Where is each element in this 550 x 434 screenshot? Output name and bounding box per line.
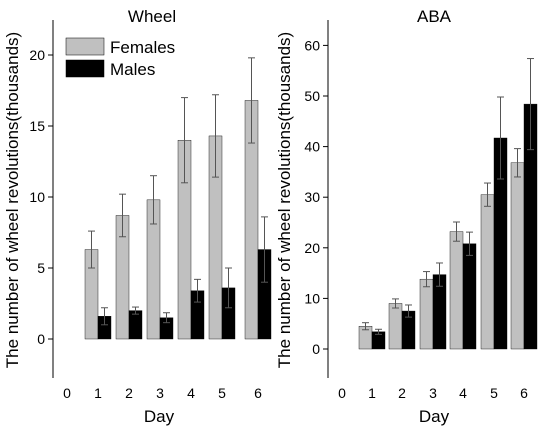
wheel-y-tick-label: 10: [29, 189, 45, 205]
aba-bar-females-day-4: [449, 231, 464, 350]
aba-bar-females-day-2: [388, 303, 403, 350]
aba-bars: [358, 58, 538, 350]
aba-y-tick-label: 60: [304, 37, 320, 53]
legend-swatch-males: [65, 59, 105, 78]
aba-y-tick-label: 20: [304, 240, 320, 256]
aba-y-tick-label: 40: [304, 139, 320, 155]
wheel-x-tick-label: 4: [187, 385, 195, 401]
wheel-y-tick-label: 0: [37, 331, 45, 347]
panel-aba: ABA 0 10 20 30 40 50 60 0 1 2 3 4 5 6 Day The number…: [275, 7, 538, 426]
wheel-x-tick-label: 6: [254, 385, 262, 401]
aba-x-tick-label: 6: [520, 385, 528, 401]
wheel-y-tick-label: 5: [37, 260, 45, 276]
wheel-x-tick-label: 2: [125, 385, 133, 401]
wheel-bar-males-day-2: [128, 310, 143, 340]
aba-x-ticks: 0 1 2 3 4 5 6: [338, 385, 528, 401]
wheel-bars: [84, 57, 272, 340]
wheel-chart-title: Wheel: [128, 7, 176, 26]
wheel-x-axis-label: Day: [144, 407, 175, 426]
wheel-x-tick-label: 0: [63, 385, 71, 401]
aba-y-tick-label: 30: [304, 189, 320, 205]
wheel-x-ticks: 0 1 2 3 4 5 6: [63, 385, 262, 401]
wheel-y-ticks: 0 5 10 15 20: [29, 47, 53, 347]
aba-x-axis-label: Day: [419, 407, 450, 426]
wheel-x-tick-label: 3: [156, 385, 164, 401]
aba-bar-females-day-5: [480, 194, 495, 350]
wheel-legend: Females Males: [65, 37, 175, 79]
aba-bar-females-day-3: [419, 278, 434, 350]
aba-y-tick-label: 0: [312, 341, 320, 357]
wheel-x-tick-label: 1: [94, 385, 102, 401]
aba-x-tick-label: 1: [368, 385, 376, 401]
aba-x-tick-label: 3: [429, 385, 437, 401]
aba-x-tick-label: 4: [459, 385, 467, 401]
aba-y-tick-label: 10: [304, 290, 320, 306]
aba-y-axis-label: The number of wheel revolutions(thousand…: [275, 32, 294, 368]
aba-x-tick-label: 5: [490, 385, 498, 401]
legend-label-females: Females: [110, 38, 175, 57]
legend-label-males: Males: [110, 60, 155, 79]
aba-bar-males-day-4: [462, 243, 477, 350]
aba-bar-females-day-6: [510, 162, 525, 350]
wheel-y-tick-label: 15: [29, 118, 45, 134]
aba-y-ticks: 0 10 20 30 40 50 60: [304, 37, 328, 357]
aba-chart-title: ABA: [417, 7, 452, 26]
aba-x-tick-label: 2: [398, 385, 406, 401]
aba-y-tick-label: 50: [304, 88, 320, 104]
wheel-y-axis-label: The number of wheel revolutions(thousand…: [3, 32, 22, 368]
legend-swatch-females: [65, 37, 105, 56]
wheel-x-tick-label: 5: [218, 385, 226, 401]
wheel-y-tick-label: 20: [29, 47, 45, 63]
aba-x-tick-label: 0: [338, 385, 346, 401]
